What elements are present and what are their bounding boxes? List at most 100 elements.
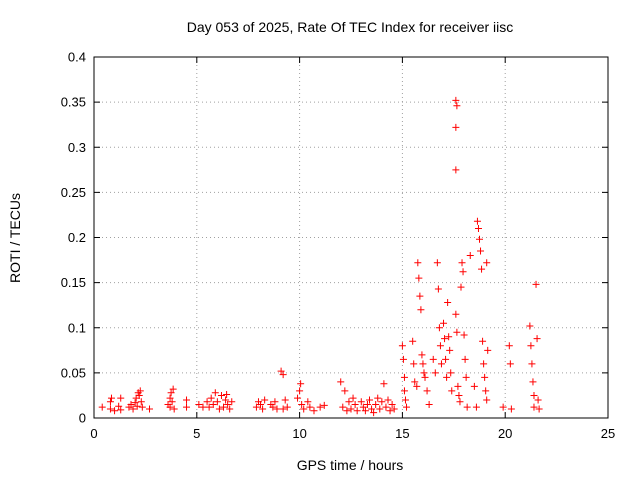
- data-point: [283, 403, 291, 411]
- data-point: [431, 369, 439, 377]
- data-point: [416, 292, 424, 300]
- data-point: [167, 389, 175, 397]
- data-point: [117, 394, 125, 402]
- data-point: [452, 310, 460, 318]
- data-point: [483, 259, 491, 267]
- data-point: [460, 331, 468, 339]
- data-point: [415, 274, 423, 282]
- x-axis-label: GPS time / hours: [297, 457, 404, 473]
- data-point: [306, 403, 314, 411]
- data-point: [127, 400, 135, 408]
- data-point: [213, 398, 221, 406]
- data-point: [345, 398, 353, 406]
- data-point: [273, 405, 281, 413]
- y-tick-label: 0.05: [61, 365, 86, 380]
- data-point: [528, 360, 536, 368]
- data-point: [417, 306, 425, 314]
- data-point: [131, 399, 139, 407]
- data-point: [129, 405, 137, 413]
- data-point: [453, 328, 461, 336]
- data-point: [195, 400, 203, 408]
- x-tick-label: 15: [395, 426, 409, 441]
- data-point: [400, 387, 408, 395]
- data-point: [117, 406, 125, 414]
- data-point: [271, 398, 279, 406]
- data-point: [363, 400, 371, 408]
- data-point: [222, 396, 230, 404]
- data-point: [481, 373, 489, 381]
- data-point: [380, 380, 388, 388]
- data-point: [530, 391, 538, 399]
- data-point: [226, 405, 234, 413]
- data-point: [310, 407, 318, 415]
- axis-ticks: 0 5 10 15 20 25 0 0.05 0.1 0.15 0.2 0.25 0.3 0.35 0.4: [61, 50, 616, 442]
- data-point: [320, 401, 328, 409]
- data-point: [446, 346, 454, 354]
- data-point: [368, 405, 376, 413]
- data-point: [530, 403, 538, 411]
- data-point: [410, 360, 418, 368]
- y-tick-label: 0.3: [68, 140, 86, 155]
- data-point: [115, 402, 123, 410]
- data-point: [111, 407, 119, 415]
- data-point: [477, 247, 485, 255]
- data-point: [296, 387, 304, 395]
- data-point: [499, 403, 507, 411]
- data-point: [532, 280, 540, 288]
- data-point: [484, 346, 492, 354]
- data-point: [452, 96, 460, 104]
- data-point: [98, 403, 106, 411]
- data-point: [374, 394, 382, 402]
- data-point: [420, 369, 428, 377]
- y-tick-label: 0.1: [68, 320, 86, 335]
- data-point: [279, 405, 287, 413]
- data-point: [533, 335, 541, 343]
- data-point: [527, 342, 535, 350]
- data-point: [470, 382, 478, 390]
- data-point: [384, 396, 392, 404]
- data-point: [466, 252, 474, 260]
- data-point: [168, 398, 176, 406]
- x-tick-label: 5: [193, 426, 200, 441]
- data-point: [483, 396, 491, 404]
- data-point: [507, 405, 515, 413]
- data-point: [458, 259, 466, 267]
- y-tick-label: 0.2: [68, 230, 86, 245]
- data-point: [434, 285, 442, 293]
- data-point: [297, 380, 305, 388]
- data-point: [445, 333, 453, 341]
- data-point: [435, 324, 443, 332]
- data-point: [316, 403, 324, 411]
- data-point: [294, 394, 302, 402]
- data-point: [413, 382, 421, 390]
- data-point: [300, 405, 308, 413]
- data-point: [223, 391, 231, 399]
- data-point: [448, 387, 456, 395]
- data-point: [414, 259, 422, 267]
- data-point: [454, 382, 462, 390]
- data-point: [277, 367, 285, 375]
- data-point: [429, 355, 437, 363]
- data-point: [257, 400, 265, 408]
- data-point: [361, 407, 369, 415]
- data-point: [207, 394, 215, 402]
- data-point: [183, 396, 191, 404]
- data-point: [403, 403, 411, 411]
- x-tick-label: 25: [601, 426, 615, 441]
- data-point: [444, 298, 452, 306]
- data-point: [366, 396, 374, 404]
- data-point: [411, 378, 419, 386]
- data-point: [224, 400, 232, 408]
- data-point: [418, 351, 426, 359]
- data-point: [433, 259, 441, 267]
- data-point: [106, 398, 114, 406]
- data-point: [169, 385, 177, 393]
- data-point: [183, 403, 191, 411]
- data-point: [166, 403, 174, 411]
- data-point: [205, 403, 213, 411]
- data-point: [304, 398, 312, 406]
- data-point: [452, 166, 460, 174]
- data-point: [298, 400, 306, 408]
- data-point: [106, 405, 114, 413]
- data-point: [279, 371, 287, 379]
